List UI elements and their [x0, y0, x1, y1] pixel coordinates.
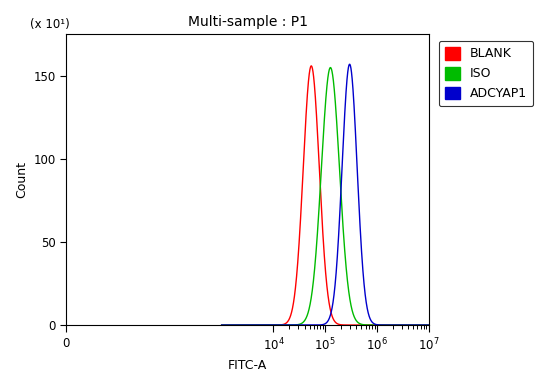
- Legend: BLANK, ISO, ADCYAP1: BLANK, ISO, ADCYAP1: [439, 41, 534, 106]
- X-axis label: FITC-A: FITC-A: [228, 359, 267, 372]
- Text: (x 10¹): (x 10¹): [30, 19, 70, 31]
- Title: Multi-sample : P1: Multi-sample : P1: [188, 15, 307, 29]
- Y-axis label: Count: Count: [15, 161, 28, 198]
